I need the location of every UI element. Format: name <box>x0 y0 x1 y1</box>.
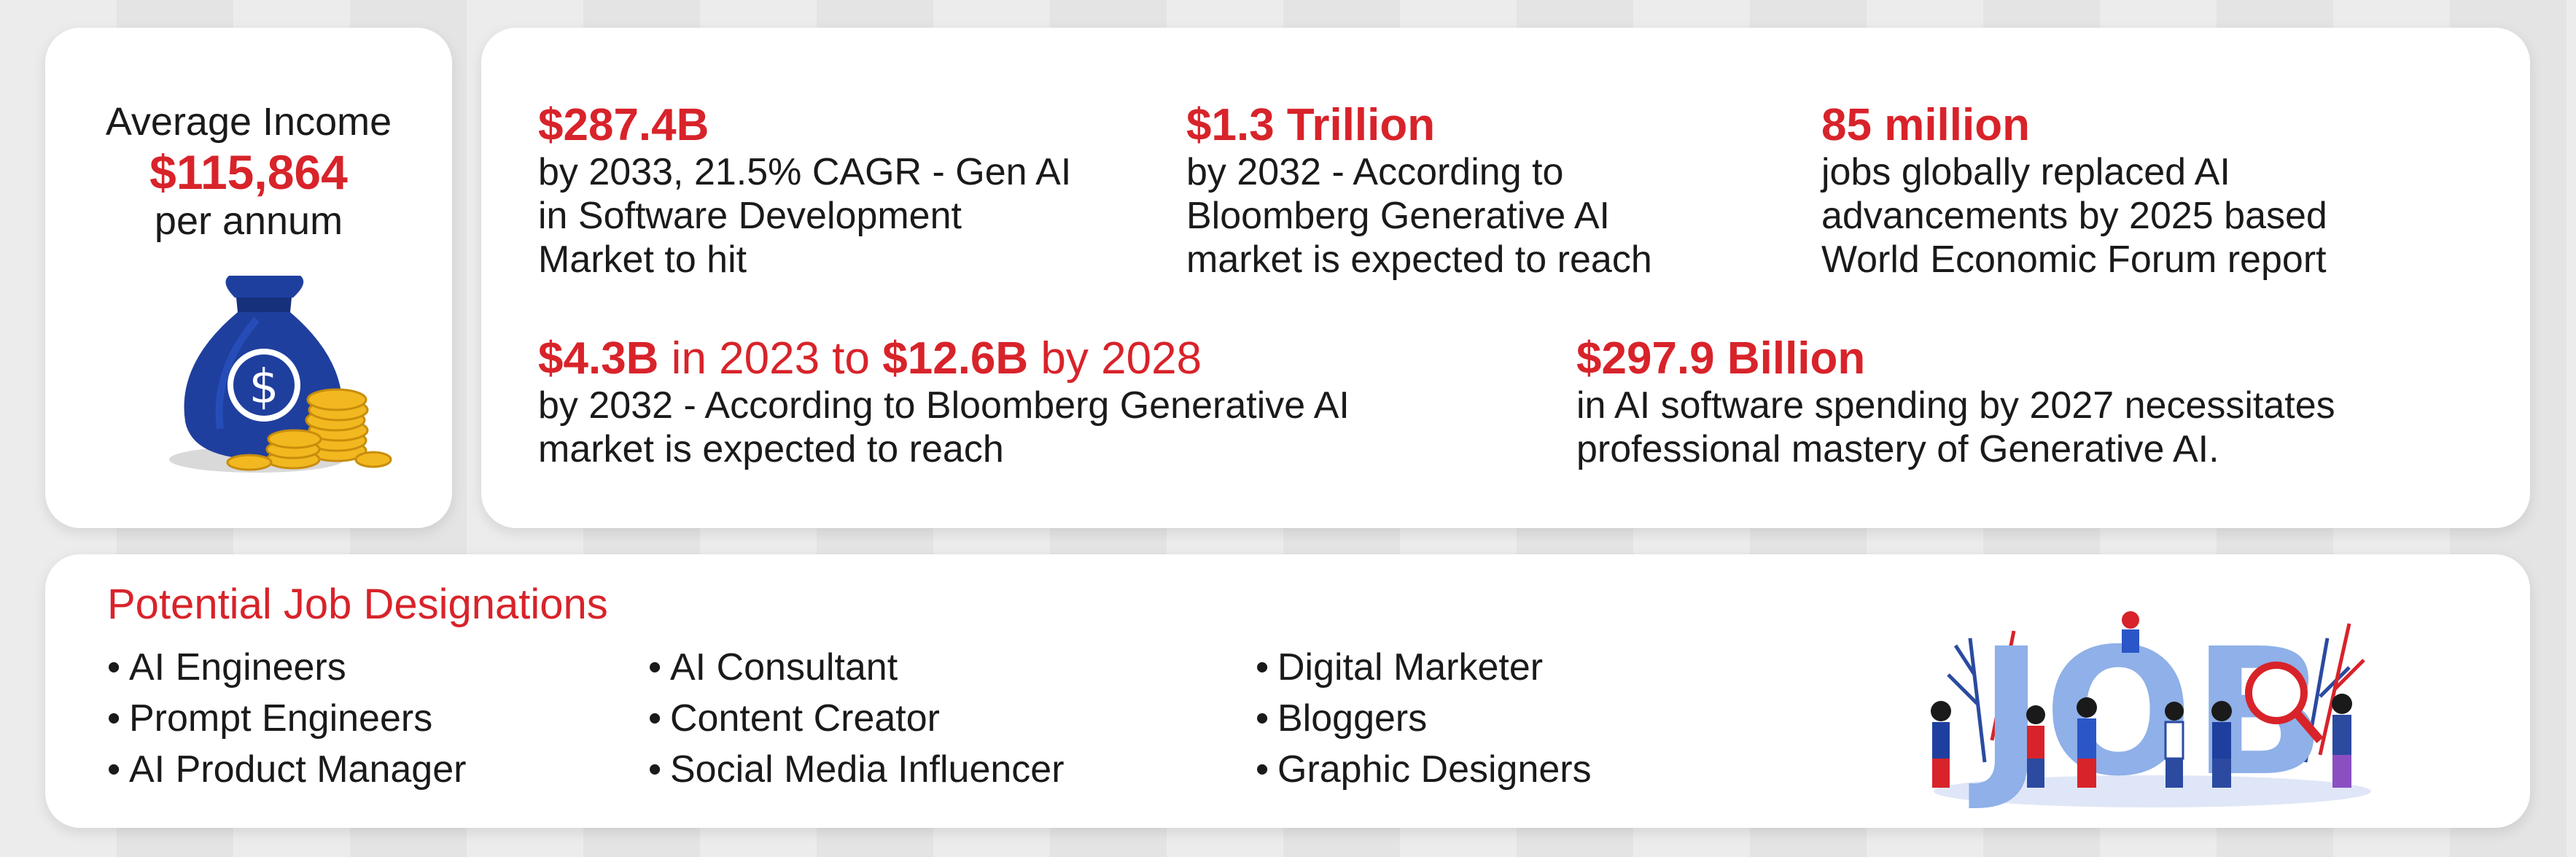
bullet: • <box>648 697 662 740</box>
stat-desc-line: market is expected to reach <box>538 428 1004 470</box>
job-label: Graphic Designers <box>1277 748 1592 791</box>
bullet: • <box>1256 697 1269 740</box>
stat-item: $287.4B by 2033, 21.5% CAGR - Gen AI in … <box>538 101 1071 282</box>
jobs-title: Potential Job Designations <box>107 581 608 628</box>
job-item: • Social Media Influencer <box>648 744 1065 795</box>
stat-description: by 2033, 21.5% CAGR - Gen AI in Software… <box>538 150 1071 282</box>
stat-headline: $1.3 Trillion <box>1186 100 1436 150</box>
job-item: • AI Engineers <box>107 642 466 693</box>
money-bag-icon: $ <box>169 276 392 473</box>
stat-desc-line: in Software Development <box>538 195 962 237</box>
market-stats-card: $287.4B by 2033, 21.5% CAGR - Gen AI in … <box>481 28 2530 528</box>
stat-headline: $4.3B in 2023 to $12.6B by 2028 <box>538 334 1350 384</box>
job-item: • Digital Marketer <box>1256 642 1592 693</box>
bullet: • <box>648 646 662 689</box>
income-value: $115,864 <box>149 145 348 199</box>
stat-description: by 2032 - According to Bloomberg Generat… <box>538 384 1350 471</box>
jobs-column: • AI Consultant • Content Creator • Social … <box>648 642 1065 795</box>
stat-desc-line: jobs globally replaced AI <box>1821 151 2230 193</box>
job-item: • AI Product Manager <box>107 744 466 795</box>
job-label: Social Media Influencer <box>670 748 1065 791</box>
job-item: • Bloggers <box>1256 693 1592 744</box>
jobs-column: • AI Engineers • Prompt Engineers • AI Prod… <box>107 642 466 795</box>
bullet: • <box>107 646 121 689</box>
stat-headline-part: $4.3B <box>538 333 659 384</box>
bullet: • <box>648 748 662 791</box>
job-label: Bloggers <box>1277 697 1428 740</box>
stat-description: by 2032 - According to Bloomberg Generat… <box>1186 150 1652 282</box>
bullet: • <box>107 697 121 740</box>
job-label: Digital Marketer <box>1277 646 1544 689</box>
stat-headline: $287.4B <box>538 100 709 150</box>
stat-item: $1.3 Trillion by 2032 - According to Blo… <box>1186 101 1652 282</box>
stat-desc-line: in AI software spending by 2027 necessit… <box>1576 384 2335 427</box>
stat-headline: 85 million <box>1821 100 2030 150</box>
stat-desc-line: by 2032 - According to <box>1186 151 1564 193</box>
stat-desc-line: by 2033, 21.5% CAGR - Gen AI <box>538 151 1072 193</box>
income-title: Average Income <box>105 100 392 144</box>
stat-headline-part: in 2023 to <box>658 333 883 384</box>
bullet: • <box>1256 748 1269 791</box>
job-label: AI Engineers <box>129 646 346 689</box>
job-item: • Prompt Engineers <box>107 693 466 744</box>
stat-item: 85 million jobs globally replaced AI adv… <box>1821 101 2327 282</box>
stat-desc-line: market is expected to reach <box>1186 239 1652 281</box>
jobs-column: • Digital Marketer • Bloggers • Graphic Des… <box>1256 642 1592 795</box>
svg-text:$: $ <box>249 360 279 414</box>
stat-description: jobs globally replaced AI advancements b… <box>1821 150 2327 282</box>
stat-desc-line: World Economic Forum report <box>1821 239 2327 281</box>
stat-item: $297.9 Billion in AI software spending b… <box>1576 334 2335 471</box>
job-label: AI Product Manager <box>129 748 467 791</box>
stat-description: in AI software spending by 2027 necessit… <box>1576 384 2335 471</box>
stat-desc-line: professional mastery of Generative AI. <box>1576 428 2219 470</box>
stat-desc-line: by 2032 - According to Bloomberg Generat… <box>538 384 1350 427</box>
job-illustration-icon: JOB <box>1931 610 2371 813</box>
stat-headline-part: $12.6B <box>882 333 1029 384</box>
bullet: • <box>1256 646 1269 689</box>
stat-headline-part: by 2028 <box>1028 333 1202 384</box>
stat-desc-line: Market to hit <box>538 239 747 281</box>
average-income-card: Average Income $115,864 per annum $ <box>45 28 452 528</box>
income-unit: per annum <box>154 199 343 243</box>
stat-headline: $297.9 Billion <box>1576 333 1866 384</box>
job-label: AI Consultant <box>670 646 898 689</box>
stat-desc-line: advancements by 2025 based <box>1821 195 2327 237</box>
job-item: • Content Creator <box>648 693 1065 744</box>
job-label: Prompt Engineers <box>129 697 433 740</box>
job-designations-card: Potential Job Designations • AI Engineers… <box>45 554 2530 828</box>
stat-item: $4.3B in 2023 to $12.6B by 2028 by 2032 … <box>538 334 1350 471</box>
stat-desc-line: Bloomberg Generative AI <box>1186 195 1610 237</box>
bullet: • <box>107 748 121 791</box>
job-item: • Graphic Designers <box>1256 744 1592 795</box>
job-item: • AI Consultant <box>648 642 1065 693</box>
job-label: Content Creator <box>670 697 940 740</box>
